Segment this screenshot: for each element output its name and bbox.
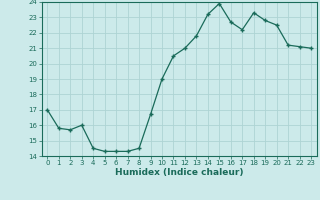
X-axis label: Humidex (Indice chaleur): Humidex (Indice chaleur)	[115, 168, 244, 177]
